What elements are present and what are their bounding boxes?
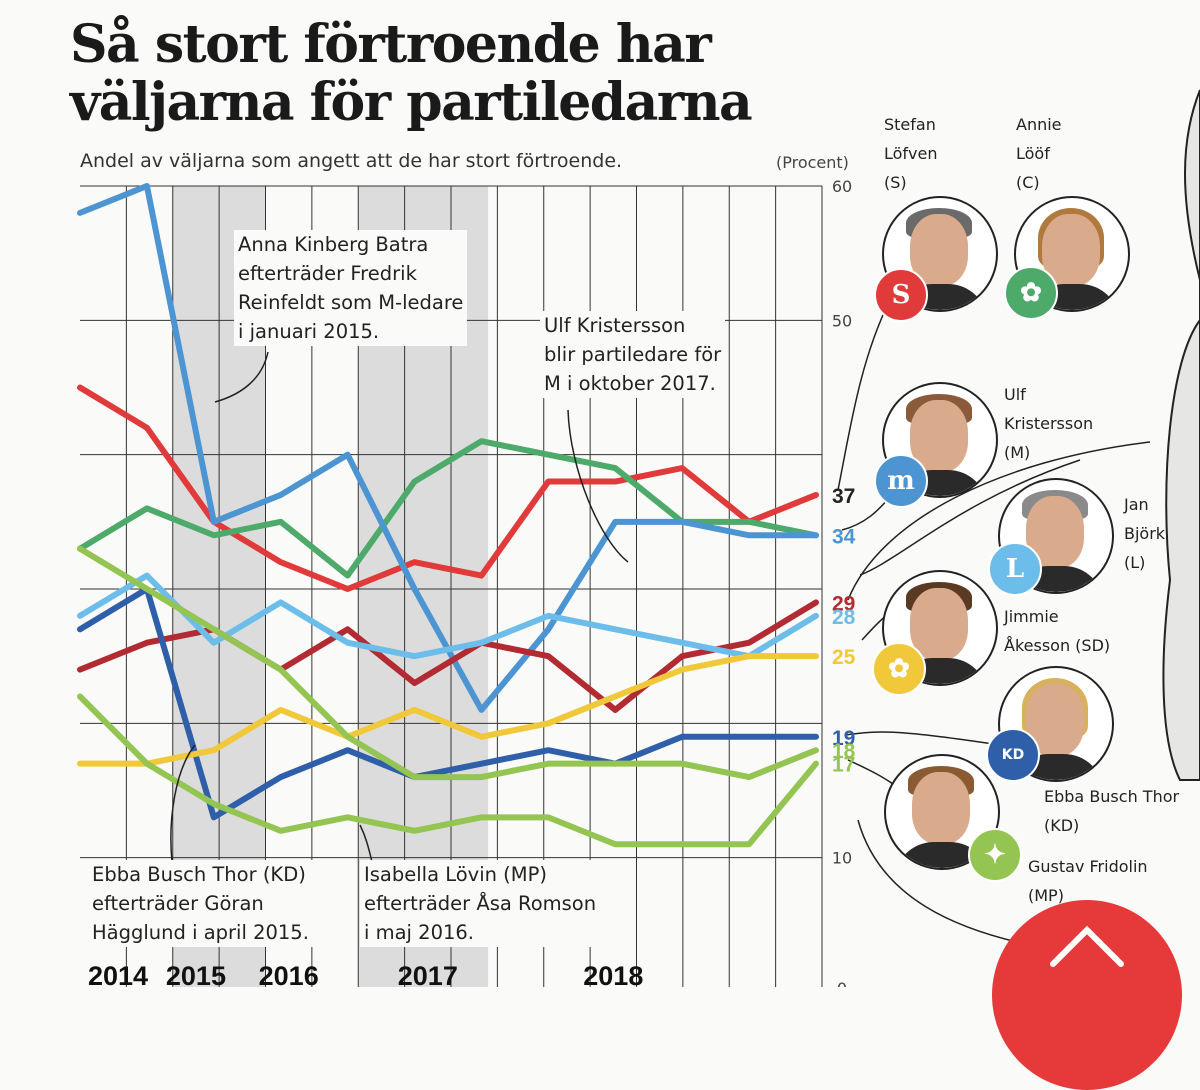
annotation-lovin: Isabella Lövin (MP) efterträder Åsa Roms… [360,860,601,947]
series-line [77,653,819,767]
leader-name-line: Löfven [884,144,938,163]
leader-party-line: (L) [1124,553,1146,572]
leader-label-fridolin: Gustav Fridolin (MP) [1028,852,1148,910]
leader-party-line: (S) [884,173,907,192]
annotation-kinberg-batra: Anna Kinberg Batra efterträder Fredrik R… [234,230,468,346]
leader-label-loof: Annie Lööf (C) [1016,110,1062,197]
chart-subtitle: Andel av väljarna som angett att de har … [80,150,623,172]
chevron-up-icon [1050,925,1124,967]
clover-icon: ✿ [1004,266,1058,320]
leader-label-kristersson: Ulf Kristersson (M) [1004,380,1093,467]
annotation-line: i maj 2016. [364,921,475,944]
series-line [77,693,819,848]
leader-name-line: Ulf [1004,385,1026,404]
leader-connector-line [857,819,1031,946]
x-tick-label: 2018 [583,961,643,987]
series-end-label: 37 [832,485,855,508]
series-end-label: 29 [832,592,855,615]
series-end-label: 17 [832,754,855,777]
annotation-line: M i oktober 2017. [544,372,716,395]
leader-name-line: Stefan [884,115,936,134]
leader-name-line: Ebba Busch Thor [1044,787,1180,806]
annotation-arrow [359,824,373,863]
y-axis-unit-label: (Procent) [776,153,849,172]
partial-figure-illustration [1162,89,1200,781]
annotation-arrow [214,351,269,403]
y-tick-label: 0 [837,979,847,987]
daisy-icon: ✿ [872,642,926,696]
leader-name-line: Kristersson [1004,414,1094,433]
annotation-line: efterträder Fredrik [238,262,417,285]
leader-label-akesson: Jimmie Åkesson (SD) [1004,602,1110,660]
leader-connector-line [847,441,1151,601]
annotation-line: Hägglund i april 2015. [92,921,309,944]
leader-name-line: Annie [1016,115,1062,134]
y-tick-label: 10 [832,849,852,868]
annotation-arrow [170,744,196,863]
leader-party-line: (KD) [1044,816,1080,835]
leader-connector-line [837,299,891,491]
leader-name-line: Lööf [1016,144,1050,163]
x-tick-label: 2015 [166,961,226,987]
y-tick-label: 50 [832,311,852,330]
m-logo-icon: m [874,454,928,508]
annotation-kristersson: Ulf Kristersson blir partiledare för M i… [540,311,726,398]
series-line [77,586,819,821]
series-line [77,545,819,781]
y-tick-label: 60 [832,177,852,196]
leader-name-line: Gustav Fridolin [1028,857,1148,876]
annotation-line: Ulf Kristersson [544,314,686,337]
annotation-line: Ebba Busch Thor (KD) [92,863,306,886]
leader-party-line: (MP) [1028,886,1064,905]
annotation-line: Isabella Lövin (MP) [364,863,547,886]
series-end-label: 18 [832,740,856,763]
series-end-label: 34 [832,525,856,548]
series-end-label: 19 [832,727,855,750]
annotation-line: efterträder Åsa Romson [364,892,597,915]
annotation-arrow [567,409,629,563]
annotation-line: efterträder Göran [92,892,264,915]
leader-name-line: Åkesson (SD) [1004,636,1111,655]
leader-label-lofven: Stefan Löfven (S) [884,110,938,197]
series-line [77,384,819,592]
chart-title: Så stort förtroende har väljarna för par… [70,14,753,133]
leader-party-line: (C) [1016,173,1040,192]
leader-connector-line [844,731,1001,746]
dandelion-icon: ✦ [968,828,1022,882]
kd-logo-icon: KD [986,728,1040,782]
leader-connector-line [859,459,1081,576]
x-tick-label: 2014 [88,961,148,987]
annotation-line: Reinfeldt som M-ledare [238,291,464,314]
x-tick-label: 2017 [398,961,458,987]
scroll-to-top-button[interactable] [992,900,1182,1090]
series-end-label: 28 [832,606,856,629]
rose-icon: S [874,268,928,322]
x-tick-label: 2016 [259,961,319,987]
leader-party-line: (M) [1004,443,1031,462]
series-line [77,572,819,660]
leader-label-busch-thor: Ebba Busch Thor (KD) [1044,782,1179,840]
annotation-busch-thor: Ebba Busch Thor (KD) efterträder Göran H… [88,860,313,947]
leader-name-line: Jimmie [1004,607,1059,626]
annotation-line: Anna Kinberg Batra [238,233,429,256]
annotation-line: i januari 2015. [238,320,380,343]
annotation-line: blir partiledare för [544,343,722,366]
leader-name-line: Jan [1124,495,1149,514]
series-end-label: 25 [832,646,856,669]
l-logo-icon: L [988,542,1042,596]
